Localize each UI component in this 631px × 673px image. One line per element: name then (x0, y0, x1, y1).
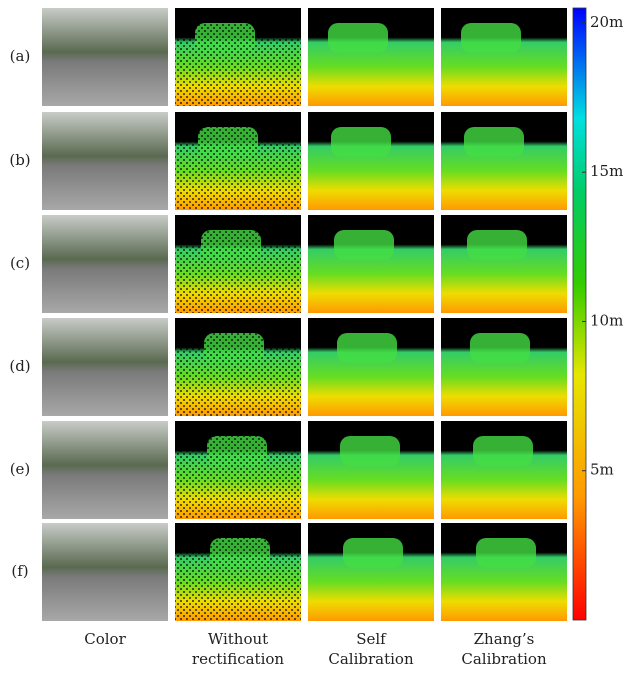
column-label: Zhang’s (474, 630, 535, 648)
row-label: (f) (11, 562, 28, 580)
depth-blob (328, 23, 388, 53)
depth-blob (467, 230, 527, 260)
depth-blob (334, 230, 394, 260)
color-image (42, 421, 168, 519)
depth-map (308, 318, 434, 416)
row-label: (e) (10, 460, 31, 478)
depth-blob (337, 333, 397, 363)
depth-blob (461, 23, 521, 53)
depth-map (441, 215, 567, 313)
depth-blob (343, 538, 403, 568)
depth-map (441, 421, 567, 519)
depth-blob (464, 127, 524, 157)
depth-map (441, 8, 567, 106)
depth-map (441, 318, 567, 416)
depth-map (441, 523, 567, 621)
depth-blob (331, 127, 391, 157)
row-label: (c) (10, 254, 30, 272)
color-image (42, 112, 168, 210)
column-label: Calibration (461, 650, 547, 668)
depth-noise (175, 112, 301, 210)
colorbar-tick-label: 5m (590, 461, 614, 479)
colorbar (573, 8, 586, 620)
depth-map (308, 112, 434, 210)
depth-noise (175, 318, 301, 416)
depth-noise (175, 215, 301, 313)
colorbar-tick-label: 10m (590, 311, 623, 329)
colorbar-tick-label: 15m (590, 162, 623, 180)
depth-noise (175, 523, 301, 621)
depth-noise (175, 8, 301, 106)
figure: (a) (b) (c) (d) (e) (f) Color Without rectificat… (0, 0, 631, 669)
colorbar-tick-label: 20m (590, 13, 623, 31)
color-image (42, 8, 168, 106)
color-image (42, 215, 168, 313)
depth-map (308, 8, 434, 106)
depth-map (441, 112, 567, 210)
row-label: (d) (9, 357, 30, 375)
column-label: Color (84, 630, 126, 648)
column-label: Self (356, 630, 387, 648)
depth-noise (175, 421, 301, 519)
color-image (42, 318, 168, 416)
column-label: Without (208, 630, 268, 648)
column-label: Calibration (328, 650, 414, 668)
column-label: rectification (192, 650, 284, 668)
color-image (42, 523, 168, 621)
depth-map (308, 421, 434, 519)
depth-map (308, 523, 434, 621)
depth-blob (476, 538, 536, 568)
row-label: (b) (9, 151, 30, 169)
depth-map (308, 215, 434, 313)
depth-blob (473, 436, 533, 466)
row-label: (a) (10, 47, 31, 65)
depth-blob (470, 333, 530, 363)
depth-blob (340, 436, 400, 466)
